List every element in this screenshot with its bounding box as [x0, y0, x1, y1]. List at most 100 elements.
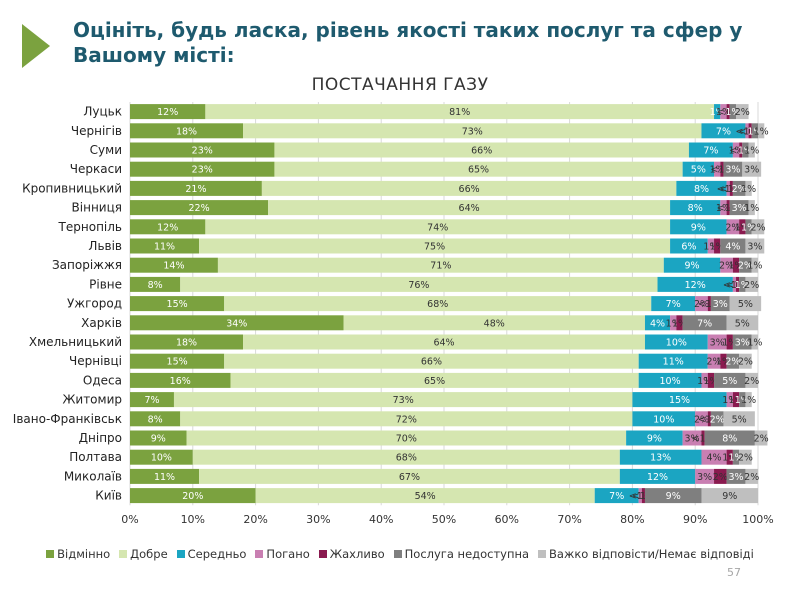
- bar-segment: [732, 257, 740, 273]
- category-label: Вінниця: [72, 201, 122, 215]
- bar-segment: [130, 468, 200, 484]
- bar-segment: [754, 430, 768, 446]
- bar-segment: [745, 392, 752, 408]
- data-label: 2%: [713, 472, 728, 483]
- bar-segment: [739, 449, 752, 465]
- data-label: 65%: [424, 376, 445, 387]
- bar-segment: [180, 411, 633, 427]
- bar-segment: [707, 372, 715, 388]
- bar-segment: [638, 488, 642, 504]
- data-label: 9%: [647, 434, 662, 445]
- bar-segment: [729, 104, 737, 120]
- bar-segment: [745, 372, 758, 388]
- bar-segment: [710, 296, 730, 312]
- bar-segment: [742, 142, 749, 158]
- data-label: 73%: [393, 395, 414, 406]
- data-label: 1%: [728, 395, 743, 406]
- x-tick-label: 0%: [121, 513, 138, 526]
- bar-segment: [268, 200, 671, 216]
- x-tick-label: 50%: [432, 513, 456, 526]
- data-label: 12%: [685, 280, 706, 291]
- data-label: 81%: [449, 107, 470, 118]
- data-label: 3%: [685, 434, 700, 445]
- bar-segment: [641, 488, 645, 504]
- bar-segment: [720, 353, 727, 369]
- data-label: 14%: [163, 261, 184, 272]
- bar-segment: [180, 276, 658, 292]
- bar-segment: [723, 161, 743, 177]
- bar-segment: [205, 219, 671, 235]
- bar-segment: [739, 276, 746, 292]
- data-label: 2%: [725, 222, 740, 233]
- bar-segment: [726, 468, 746, 484]
- bar-segment: [130, 180, 262, 196]
- bar-segment: [130, 334, 244, 350]
- bar-segment: [130, 161, 275, 177]
- data-label: 2%: [707, 357, 722, 368]
- bar-segment: [751, 123, 758, 139]
- data-label: 1%: [716, 357, 731, 368]
- bar-segment: [701, 430, 705, 446]
- data-label: 1%: [741, 395, 756, 406]
- data-label: 15%: [669, 395, 690, 406]
- data-label: 10%: [653, 414, 674, 425]
- data-label: 68%: [427, 299, 448, 310]
- data-label: 1%: [722, 453, 737, 464]
- bar-segment: [594, 488, 639, 504]
- legend-item: Середньо: [176, 547, 246, 561]
- data-label: 12%: [157, 107, 178, 118]
- legend-label: Важко відповісти/Немає відповіді: [549, 547, 754, 561]
- bar-segment: [726, 315, 758, 331]
- data-label: 1%: [725, 107, 740, 118]
- legend-swatch: [255, 550, 264, 558]
- bar-segment: [751, 334, 758, 350]
- data-label: 11%: [663, 357, 684, 368]
- data-label: 74%: [427, 222, 448, 233]
- data-label: 9%: [666, 491, 681, 502]
- category-label: Полтава: [69, 450, 122, 464]
- bar-segment: [732, 334, 752, 350]
- data-label: 34%: [226, 318, 247, 329]
- data-label: 2%: [694, 299, 709, 310]
- category-label: Івано-Франківськ: [13, 412, 122, 426]
- data-label: 10%: [660, 376, 681, 387]
- data-label: 2%: [744, 376, 759, 387]
- bar-segment: [732, 142, 740, 158]
- bar-segment: [726, 180, 730, 196]
- data-label: 2%: [750, 222, 765, 233]
- data-label: 5%: [722, 376, 737, 387]
- data-label: 3%: [725, 165, 740, 176]
- legend-item: Добре: [119, 547, 168, 561]
- data-label: 8%: [148, 280, 163, 291]
- data-label: 1%: [716, 107, 731, 118]
- bar-segment: [676, 180, 727, 196]
- bar-segment: [739, 257, 752, 273]
- x-tick-label: 90%: [683, 513, 707, 526]
- data-label: 1%: [735, 222, 750, 233]
- bar-segment: [343, 315, 645, 331]
- bar-segment: [748, 123, 752, 139]
- bar-segment: [688, 142, 733, 158]
- data-label: 3%: [728, 472, 743, 483]
- legend-label: Добре: [130, 547, 168, 561]
- data-label: <1%: [717, 203, 740, 214]
- data-label: 1%: [741, 222, 756, 233]
- data-label: 1%: [735, 395, 750, 406]
- data-label: 1%: [728, 261, 743, 272]
- bar-segment: [723, 411, 755, 427]
- bar-segment: [130, 257, 218, 273]
- bar-segment: [714, 468, 727, 484]
- bar-segment: [726, 334, 733, 350]
- data-label: 18%: [176, 126, 197, 137]
- data-label: 1%: [672, 318, 687, 329]
- bar-segment: [726, 449, 733, 465]
- bar-segment: [701, 372, 708, 388]
- data-label: 7%: [716, 126, 731, 137]
- data-label: 3%: [747, 242, 762, 253]
- data-label: 2%: [744, 280, 759, 291]
- data-label: <1%: [632, 491, 655, 502]
- legend-item: Послуга недоступна: [393, 547, 529, 561]
- bar-segment: [130, 142, 275, 158]
- data-label: 22%: [189, 203, 210, 214]
- data-label: 3%: [735, 338, 750, 349]
